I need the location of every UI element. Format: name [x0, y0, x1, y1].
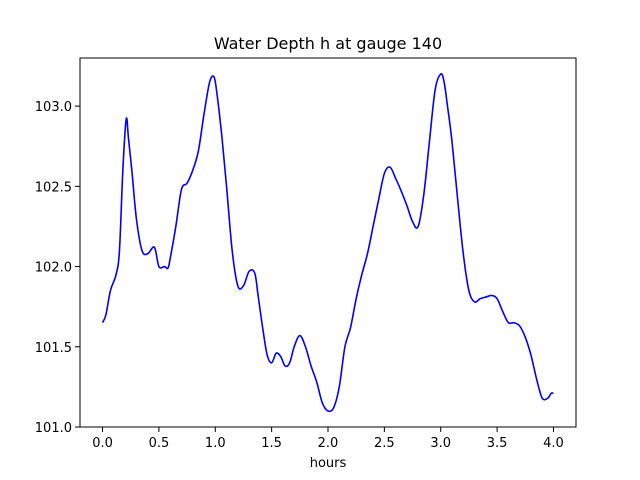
x-axis-label: hours: [310, 456, 347, 471]
x-tick-label: 2.5: [374, 436, 395, 451]
y-tick-label: 101.5: [35, 341, 72, 356]
y-tick-label: 102.0: [35, 261, 72, 276]
plot-area: [101, 72, 554, 413]
chart-title: Water Depth h at gauge 140: [214, 34, 442, 53]
y-axis: 101.0 101.5 102.0 102.5 103.0: [35, 100, 80, 436]
y-tick-label: 103.0: [35, 100, 72, 115]
x-tick-label: 4.0: [543, 436, 564, 451]
x-tick-label: 3.0: [430, 436, 451, 451]
x-tick-label: 1.0: [205, 436, 226, 451]
x-tick-label: 1.5: [261, 436, 282, 451]
y-tick-label: 101.0: [35, 421, 72, 436]
y-tick-label: 102.5: [35, 180, 72, 195]
x-tick-label: 2.0: [318, 436, 339, 451]
x-tick-label: 0.5: [149, 436, 170, 451]
plot-frame: [79, 57, 577, 428]
x-tick-label: 3.5: [487, 436, 508, 451]
x-axis: 0.0 0.5 1.0 1.5 2.0 2.5 3.0 3.5 4.0: [92, 427, 564, 451]
x-tick-label: 0.0: [92, 436, 113, 451]
series-line-0: [101, 72, 554, 413]
